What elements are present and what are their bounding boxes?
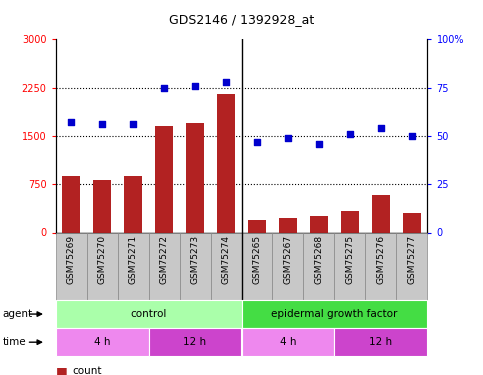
Text: GSM75271: GSM75271	[128, 234, 138, 284]
Text: 12 h: 12 h	[369, 337, 393, 347]
Text: GSM75276: GSM75276	[376, 234, 385, 284]
Bar	[279, 218, 297, 232]
Bar	[56, 300, 242, 328]
Bar	[403, 213, 421, 232]
Bar	[248, 220, 266, 232]
Bar	[242, 300, 427, 328]
Point	[408, 133, 416, 139]
Bar	[334, 328, 427, 356]
Bar	[341, 211, 359, 232]
Point	[67, 119, 75, 125]
Text: 12 h: 12 h	[184, 337, 207, 347]
Bar	[124, 176, 142, 232]
Text: GSM75267: GSM75267	[284, 234, 293, 284]
Text: time: time	[2, 337, 26, 347]
Bar	[310, 216, 328, 232]
Text: control: control	[130, 309, 167, 319]
Bar	[272, 232, 303, 300]
Text: GSM75265: GSM75265	[253, 234, 261, 284]
Bar	[372, 195, 390, 232]
Bar	[217, 94, 235, 232]
Point	[222, 79, 230, 85]
Text: epidermal growth factor: epidermal growth factor	[271, 309, 398, 319]
Bar	[56, 328, 149, 356]
Text: 4 h: 4 h	[94, 337, 110, 347]
Bar	[62, 177, 80, 232]
Text: GDS2146 / 1392928_at: GDS2146 / 1392928_at	[169, 13, 314, 26]
Point	[284, 135, 292, 141]
Text: GSM75277: GSM75277	[408, 234, 416, 284]
Text: ■: ■	[56, 365, 67, 375]
Bar	[186, 123, 204, 232]
Point	[377, 125, 385, 131]
Point	[253, 139, 261, 145]
Point	[129, 122, 137, 128]
Point	[315, 141, 323, 147]
Point	[98, 122, 106, 128]
Bar	[93, 180, 112, 232]
Text: agent: agent	[2, 309, 32, 319]
Point	[160, 85, 168, 91]
Text: GSM75273: GSM75273	[190, 234, 199, 284]
Text: GSM75275: GSM75275	[345, 234, 355, 284]
Bar	[397, 232, 427, 300]
Text: GSM75268: GSM75268	[314, 234, 324, 284]
Bar	[149, 232, 180, 300]
Bar	[149, 328, 242, 356]
Text: GSM75270: GSM75270	[98, 234, 107, 284]
Text: GSM75269: GSM75269	[67, 234, 75, 284]
Text: 4 h: 4 h	[280, 337, 296, 347]
Bar	[242, 328, 334, 356]
Text: count: count	[72, 366, 102, 375]
Bar	[155, 126, 173, 232]
Bar	[56, 232, 86, 300]
Bar	[366, 232, 397, 300]
Text: GSM75274: GSM75274	[222, 234, 230, 284]
Point	[191, 83, 199, 89]
Bar	[180, 232, 211, 300]
Bar	[303, 232, 334, 300]
Bar	[211, 232, 242, 300]
Bar	[334, 232, 366, 300]
Bar	[242, 232, 272, 300]
Point	[346, 131, 354, 137]
Bar	[117, 232, 149, 300]
Bar	[86, 232, 117, 300]
Text: GSM75272: GSM75272	[159, 234, 169, 284]
